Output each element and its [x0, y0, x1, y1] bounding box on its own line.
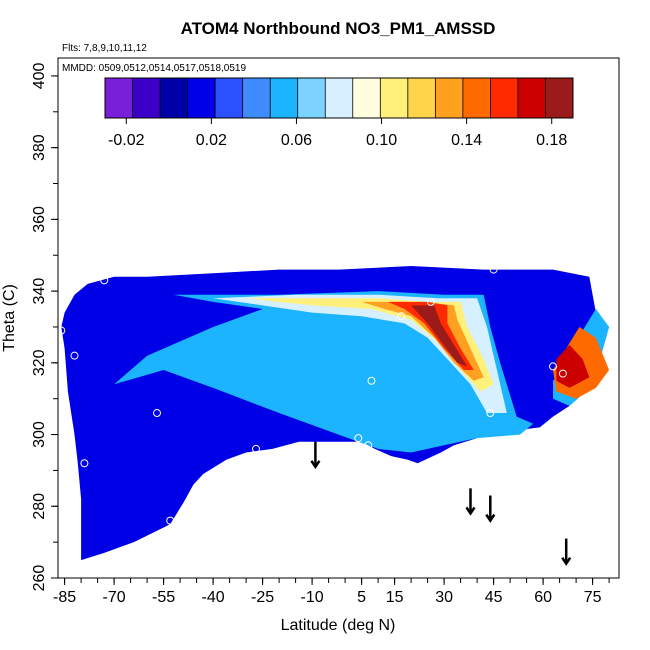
y-tick-label: 280 [31, 493, 48, 520]
x-tick-label: -85 [53, 589, 76, 606]
colorbar-tick-label: 0.18 [536, 132, 567, 149]
x-tick-label: 30 [435, 589, 453, 606]
x-tick-label: 75 [584, 589, 602, 606]
sample-point [426, 297, 435, 306]
colorbar-swatch [242, 78, 271, 118]
colorbar-tick-label: 0.06 [281, 132, 312, 149]
colorbar-swatch [215, 78, 244, 118]
colorbar-swatch [297, 78, 326, 118]
sample-point [549, 362, 557, 371]
x-tick-label: 15 [386, 589, 404, 606]
colorbar-tick-label: -0.02 [108, 132, 145, 149]
x-tick-label: 45 [485, 589, 503, 606]
colorbar-swatch [325, 78, 354, 118]
colorbar-swatch [462, 78, 491, 118]
y-tick-label: 260 [31, 565, 48, 592]
y-tick-label: 360 [31, 206, 48, 233]
colorbar-swatch [160, 78, 189, 118]
sample-point [100, 276, 109, 285]
arrow-markers [310, 441, 572, 566]
y-tick-label: 340 [31, 278, 48, 305]
x-axis-label: Latitude (deg N) [281, 617, 396, 634]
sample-point [166, 516, 175, 525]
x-axis: -85 -70 -55 -40 -25 -10 5 15 30 45 60 75 [53, 578, 610, 606]
y-axis-label: Theta (C) [1, 284, 18, 352]
colorbar-swatch [270, 78, 299, 118]
field-region-5 [361, 301, 484, 381]
y-tick-label: 320 [31, 349, 48, 376]
colorbar-swatch [517, 78, 546, 118]
down-arrow [310, 441, 321, 470]
colorbar-swatch [187, 78, 216, 118]
colorbar-swatch [132, 78, 161, 118]
y-tick-label: 400 [31, 62, 48, 89]
x-tick-label: -10 [301, 589, 324, 606]
sample-point [364, 441, 373, 450]
sample-point [80, 459, 89, 468]
sample-point [153, 409, 161, 418]
x-tick-label: -55 [152, 589, 175, 606]
x-tick-label: -70 [103, 589, 126, 606]
sample-point [252, 444, 260, 453]
sample-point [70, 351, 79, 360]
sample-point [489, 265, 498, 274]
down-arrow [485, 495, 496, 523]
y-tick-label: 300 [31, 421, 48, 448]
x-tick-label: 60 [534, 589, 552, 606]
field-region-7 [411, 305, 468, 367]
sample-point [397, 312, 406, 321]
down-arrow [561, 538, 572, 566]
chart-title: ATOM4 Northbound NO3_PM1_AMSSD [181, 19, 496, 38]
x-tick-label: -40 [202, 589, 225, 606]
plot-frame [57, 57, 620, 579]
colorbar-swatch [545, 78, 574, 118]
y-tick-label: 380 [31, 134, 48, 161]
field-layer [61, 266, 610, 561]
colorbar-swatch [407, 78, 436, 118]
colorbar-tick-label: 0.10 [366, 132, 397, 149]
colorbar: -0.02 0.02 0.06 0.10 0.14 0.18 [104, 77, 574, 149]
colorbar-swatch [435, 78, 464, 118]
sample-point [354, 434, 363, 443]
flights-subtitle: Flts: 7,8,9,10,11,12 [62, 43, 147, 54]
x-tick-label: 5 [357, 589, 366, 606]
sample-point [558, 369, 567, 378]
colorbar-swatch [105, 78, 134, 118]
colorbar-tick-label: 0.14 [451, 132, 482, 149]
sample-points [57, 265, 567, 525]
colorbar-swatch [352, 78, 381, 118]
colorbar-tick-label: 0.02 [196, 132, 227, 149]
x-tick-label: -25 [251, 589, 274, 606]
down-arrow [465, 488, 476, 516]
sample-point [367, 376, 376, 385]
y-axis: 260 280 300 320 340 360 380 400 [31, 62, 58, 591]
colorbar-swatch [490, 78, 519, 118]
sample-point [486, 409, 495, 418]
dates-subtitle: MMDD: 0509,0512,0514,0517,0518,0519 [62, 63, 246, 74]
colorbar-swatch [380, 78, 409, 118]
